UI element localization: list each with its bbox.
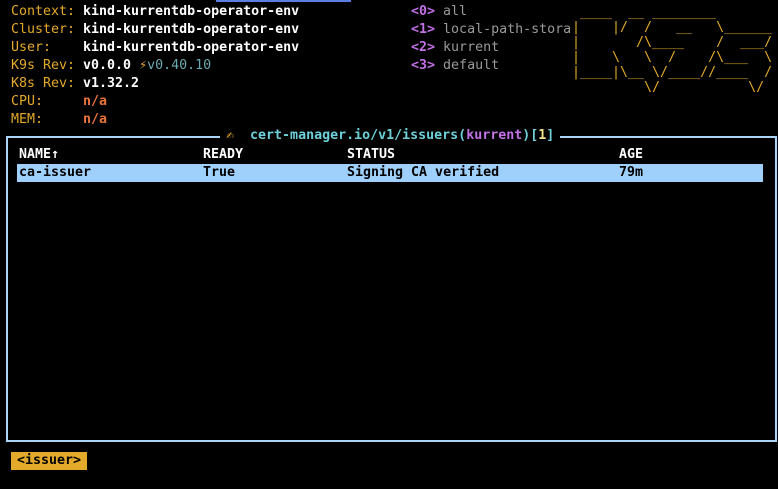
context-label: Context: — [11, 4, 76, 19]
user-label: User: — [11, 40, 52, 55]
edit-hand-icon: ✍ — [226, 128, 235, 143]
lightning-icon: ⚡ — [139, 58, 148, 73]
namespace-shortcut[interactable]: <2> kurrent — [411, 39, 571, 57]
k9s-logo: ____ __ ________ | |/ / __ \______ | /\_… — [572, 5, 773, 95]
namespace-name: local-path-stora — [443, 22, 572, 37]
cpu-value: n/a — [83, 94, 108, 109]
item-count: 1 — [538, 128, 547, 143]
view-title: ✍ cert-manager.io/v1/issuers(kurrent)[1] — [220, 127, 561, 145]
column-ready[interactable]: READY — [203, 147, 244, 162]
k9s-latest-version: v0.40.10 — [147, 58, 212, 73]
top-indicator — [216, 0, 351, 2]
namespace-shortcut[interactable]: <3> default — [411, 57, 571, 75]
shortcut-key: <0> — [411, 4, 436, 19]
user-value: kind-kurrentdb-operator-env — [83, 40, 300, 55]
cluster-label: Cluster: — [11, 22, 76, 37]
k8s-rev-label: K8s Rev: — [11, 76, 76, 91]
mem-label: MEM: — [11, 112, 44, 127]
cluster-info: Context: kind-kurrentdb-operator-env Clus… — [11, 3, 299, 129]
shortcut-key: <1> — [411, 22, 436, 37]
current-namespace: kurrent — [466, 128, 523, 143]
shortcut-key: <2> — [411, 40, 436, 55]
cell-ready: True — [203, 165, 236, 180]
cell-name: ca-issuer — [19, 165, 92, 180]
k9s-rev-label: K9s Rev: — [11, 58, 76, 73]
table-header: NAME↑ READY STATUS AGE — [19, 146, 763, 236]
namespace-name: default — [443, 58, 500, 73]
namespace-shortcuts: <0> all <1> local-path-stora <2> kurrent… — [411, 3, 571, 75]
namespace-name: kurrent — [443, 40, 500, 55]
k8s-rev-value: v1.32.2 — [83, 76, 140, 91]
namespace-name: all — [443, 4, 468, 19]
column-name[interactable]: NAME↑ — [19, 147, 60, 162]
context-value: kind-kurrentdb-operator-env — [83, 4, 300, 19]
resource-table-frame — [6, 137, 777, 442]
column-age[interactable]: AGE — [619, 147, 644, 162]
resource-name: cert-manager.io/v1/issuers — [250, 128, 459, 143]
mem-value: n/a — [83, 112, 108, 127]
breadcrumb[interactable]: <issuer> — [11, 452, 88, 470]
table-row[interactable]: ca-issuer True Signing CA verified 79m — [17, 164, 763, 182]
cpu-label: CPU: — [11, 94, 44, 109]
k9s-rev-value: v0.0.0 — [83, 58, 132, 73]
cluster-value: kind-kurrentdb-operator-env — [83, 22, 300, 37]
namespace-shortcut[interactable]: <0> all — [411, 3, 571, 21]
cell-status: Signing CA verified — [347, 165, 500, 180]
column-status[interactable]: STATUS — [347, 147, 396, 162]
namespace-shortcut[interactable]: <1> local-path-stora — [411, 21, 571, 39]
shortcut-key: <3> — [411, 58, 436, 73]
cell-age: 79m — [619, 165, 644, 180]
